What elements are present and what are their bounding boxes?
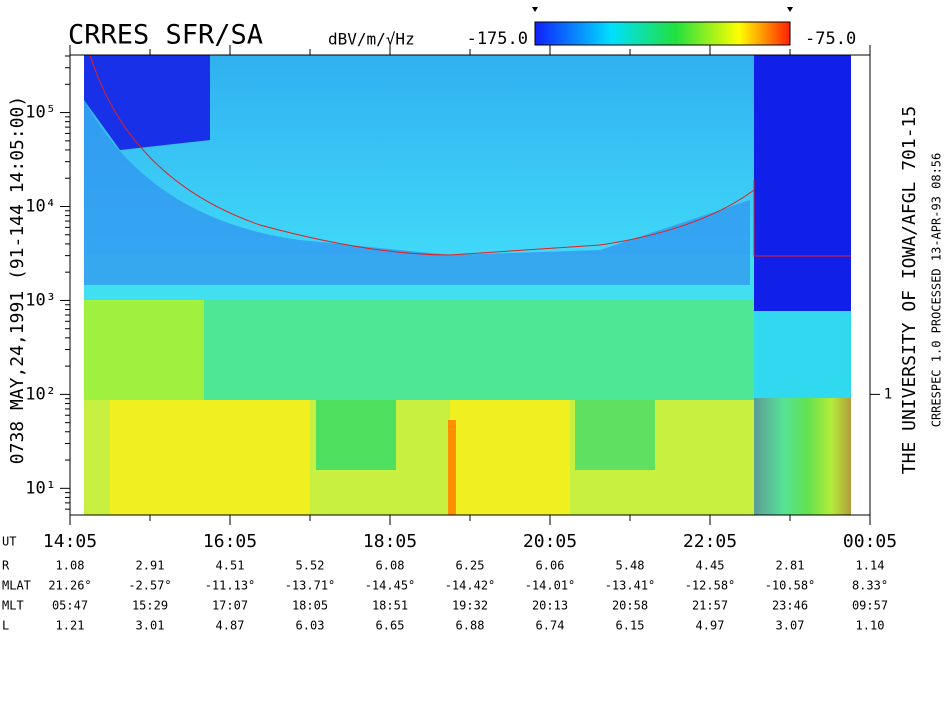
x-tick-label: 16:05 xyxy=(203,531,257,552)
ephemeris-value: -14.01° xyxy=(525,579,576,593)
ephemeris-value: 3.07 xyxy=(776,619,805,633)
ephemeris-value: 21:57 xyxy=(692,599,728,613)
ephemeris-value: 1.08 xyxy=(56,559,85,573)
ephemeris-value: 5.52 xyxy=(296,559,325,573)
ephemeris-value: 19:32 xyxy=(452,599,488,613)
ephemeris-value: 1.14 xyxy=(856,559,885,573)
colorbar-tick-label: -175.0 xyxy=(467,29,528,49)
ephemeris-value: 5.48 xyxy=(616,559,645,573)
spectrogram xyxy=(84,55,851,515)
ephemeris-value: 21.26° xyxy=(48,579,91,593)
ephemeris-value: 3.01 xyxy=(136,619,165,633)
colorbar xyxy=(534,21,791,46)
ephemeris-value: 6.88 xyxy=(456,619,485,633)
ephemeris-value: 6.03 xyxy=(296,619,325,633)
ephemeris-value: 17:07 xyxy=(212,599,248,613)
ephemeris-value: -13.71° xyxy=(285,579,336,593)
ephemeris-value: 6.74 xyxy=(536,619,565,633)
colorbar-marker xyxy=(532,7,793,12)
chart-title: CRRES SFR/SA xyxy=(68,20,263,51)
ephemeris-value: -14.45° xyxy=(365,579,416,593)
ephemeris-value: 6.65 xyxy=(376,619,405,633)
colorbar-tick-label: -75.0 xyxy=(805,29,856,49)
ephemeris-value: 8.33° xyxy=(852,579,888,593)
ephemeris-value: 23:46 xyxy=(772,599,808,613)
ephemeris-row-label: MLAT xyxy=(2,579,31,593)
ephemeris-value: 09:57 xyxy=(852,599,888,613)
ephemeris-value: 4.97 xyxy=(696,619,725,633)
ephemeris-value: -13.41° xyxy=(605,579,656,593)
ephemeris-value: 6.06 xyxy=(536,559,565,573)
ephemeris-value: 4.51 xyxy=(216,559,245,573)
ephemeris-value: 18:51 xyxy=(372,599,408,613)
ephemeris-row-label: R xyxy=(2,559,10,573)
y-tick-label: 10⁵ xyxy=(25,103,56,123)
x-tick-label: 22:05 xyxy=(683,531,737,552)
left-label: 0738 MAY,24,1991 (91-144 14:05:00) xyxy=(7,96,28,464)
ephemeris-value: 2.91 xyxy=(136,559,165,573)
ephemeris-value: -14.42° xyxy=(445,579,496,593)
right-sublabel: CRRESPEC 1.0 PROCESSED 13-APR-93 08:56 xyxy=(930,153,944,428)
ephemeris-value: 4.87 xyxy=(216,619,245,633)
x-tick-label: 18:05 xyxy=(363,531,417,552)
ephemeris-value: 20:13 xyxy=(532,599,568,613)
ephemeris-value: 2.81 xyxy=(776,559,805,573)
ephemeris-value: 6.15 xyxy=(616,619,645,633)
ephemeris-value: 18:05 xyxy=(292,599,328,613)
ephemeris-value: -10.58° xyxy=(765,579,816,593)
x-tick-label: 00:05 xyxy=(843,531,897,552)
ephemeris-value: -11.13° xyxy=(205,579,256,593)
x-tick-label: 20:05 xyxy=(523,531,577,552)
x-axis-label: UT xyxy=(2,535,16,549)
y-tick-label: 10¹ xyxy=(25,478,56,498)
ephemeris-value: 6.25 xyxy=(456,559,485,573)
ephemeris-value: 6.08 xyxy=(376,559,405,573)
ephemeris-row-label: MLT xyxy=(2,599,24,613)
ephemeris-value: 4.45 xyxy=(696,559,725,573)
ephemeris-value: 15:29 xyxy=(132,599,168,613)
y-tick-label: 10² xyxy=(25,384,56,404)
ephemeris-value: 05:47 xyxy=(52,599,88,613)
ephemeris-row-label: L xyxy=(2,619,9,633)
ephemeris-value: 20:58 xyxy=(612,599,648,613)
ephemeris-value: -2.57° xyxy=(128,579,171,593)
x-tick-label: 14:05 xyxy=(43,531,97,552)
ephemeris-value: -12.58° xyxy=(685,579,736,593)
y2-tick-label: 1 xyxy=(884,386,892,402)
y-tick-label: 10³ xyxy=(25,290,56,310)
right-label: THE UNIVERSITY OF IOWA/AFGL 701-15 xyxy=(899,106,920,474)
ephemeris-value: 1.10 xyxy=(856,619,885,633)
y-tick-label: 10⁴ xyxy=(25,197,56,217)
colorbar-label: dBV/m/√Hz xyxy=(328,30,415,49)
ephemeris-value: 1.21 xyxy=(56,619,85,633)
